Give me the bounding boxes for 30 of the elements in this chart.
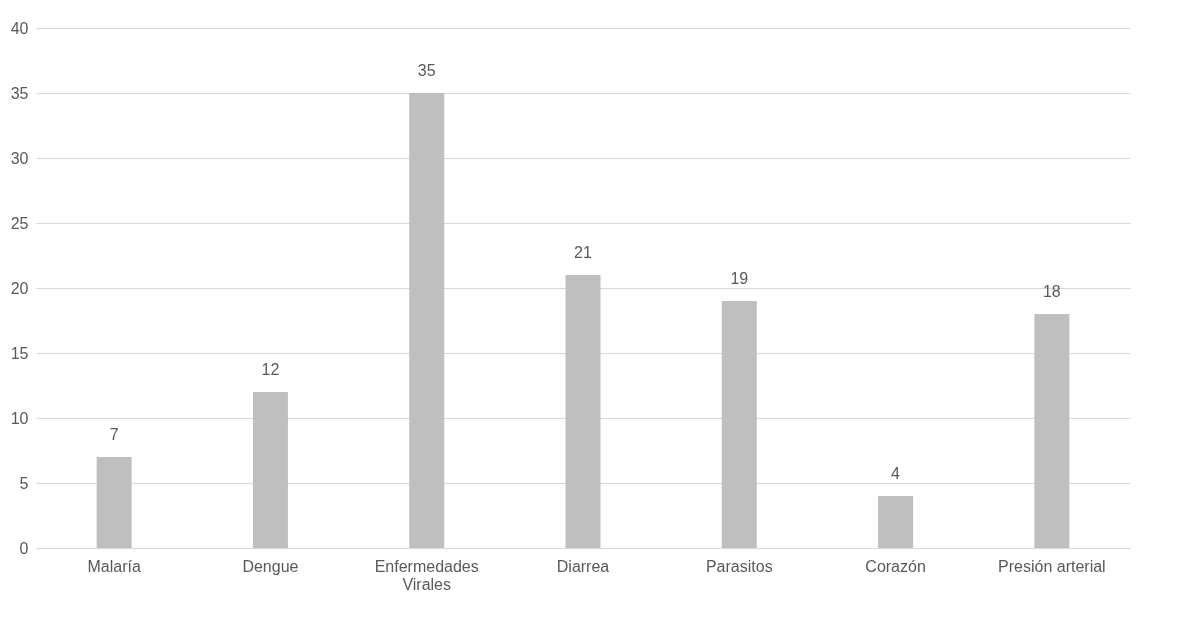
x-tick-label: Enfermedades Virales [374, 557, 479, 593]
data-label: 12 [261, 361, 280, 378]
bar [721, 301, 757, 548]
y-tick-label: 25 [10, 214, 29, 232]
x-tick-label: Dengue [242, 557, 299, 575]
x-tick-label: Diarrea [556, 557, 610, 575]
bar [878, 496, 914, 548]
x-tick-label: Parasitos [705, 557, 773, 575]
y-tick-label: 20 [10, 279, 29, 297]
y-tick-label: 30 [10, 149, 29, 167]
data-label: 21 [574, 244, 592, 261]
y-tick-label: 15 [10, 344, 29, 362]
data-label: 18 [1042, 283, 1061, 300]
bar [252, 392, 288, 548]
data-label: 4 [891, 465, 901, 482]
y-tick-label: 5 [19, 474, 29, 492]
x-tick-label: Malaría [87, 557, 141, 575]
x-tick-label: Presión arterial [998, 557, 1106, 575]
bar [96, 457, 132, 548]
data-label: 19 [730, 270, 749, 287]
bar [1034, 314, 1070, 548]
y-tick-label: 0 [19, 539, 29, 557]
y-tick-label: 40 [10, 19, 29, 37]
y-tick-label: 10 [10, 409, 29, 427]
data-label: 35 [417, 62, 436, 79]
data-label: 7 [109, 426, 119, 443]
x-tick-label: Corazón [865, 557, 926, 575]
y-tick-label: 35 [10, 84, 29, 102]
bar [409, 93, 445, 548]
bar [565, 275, 601, 548]
